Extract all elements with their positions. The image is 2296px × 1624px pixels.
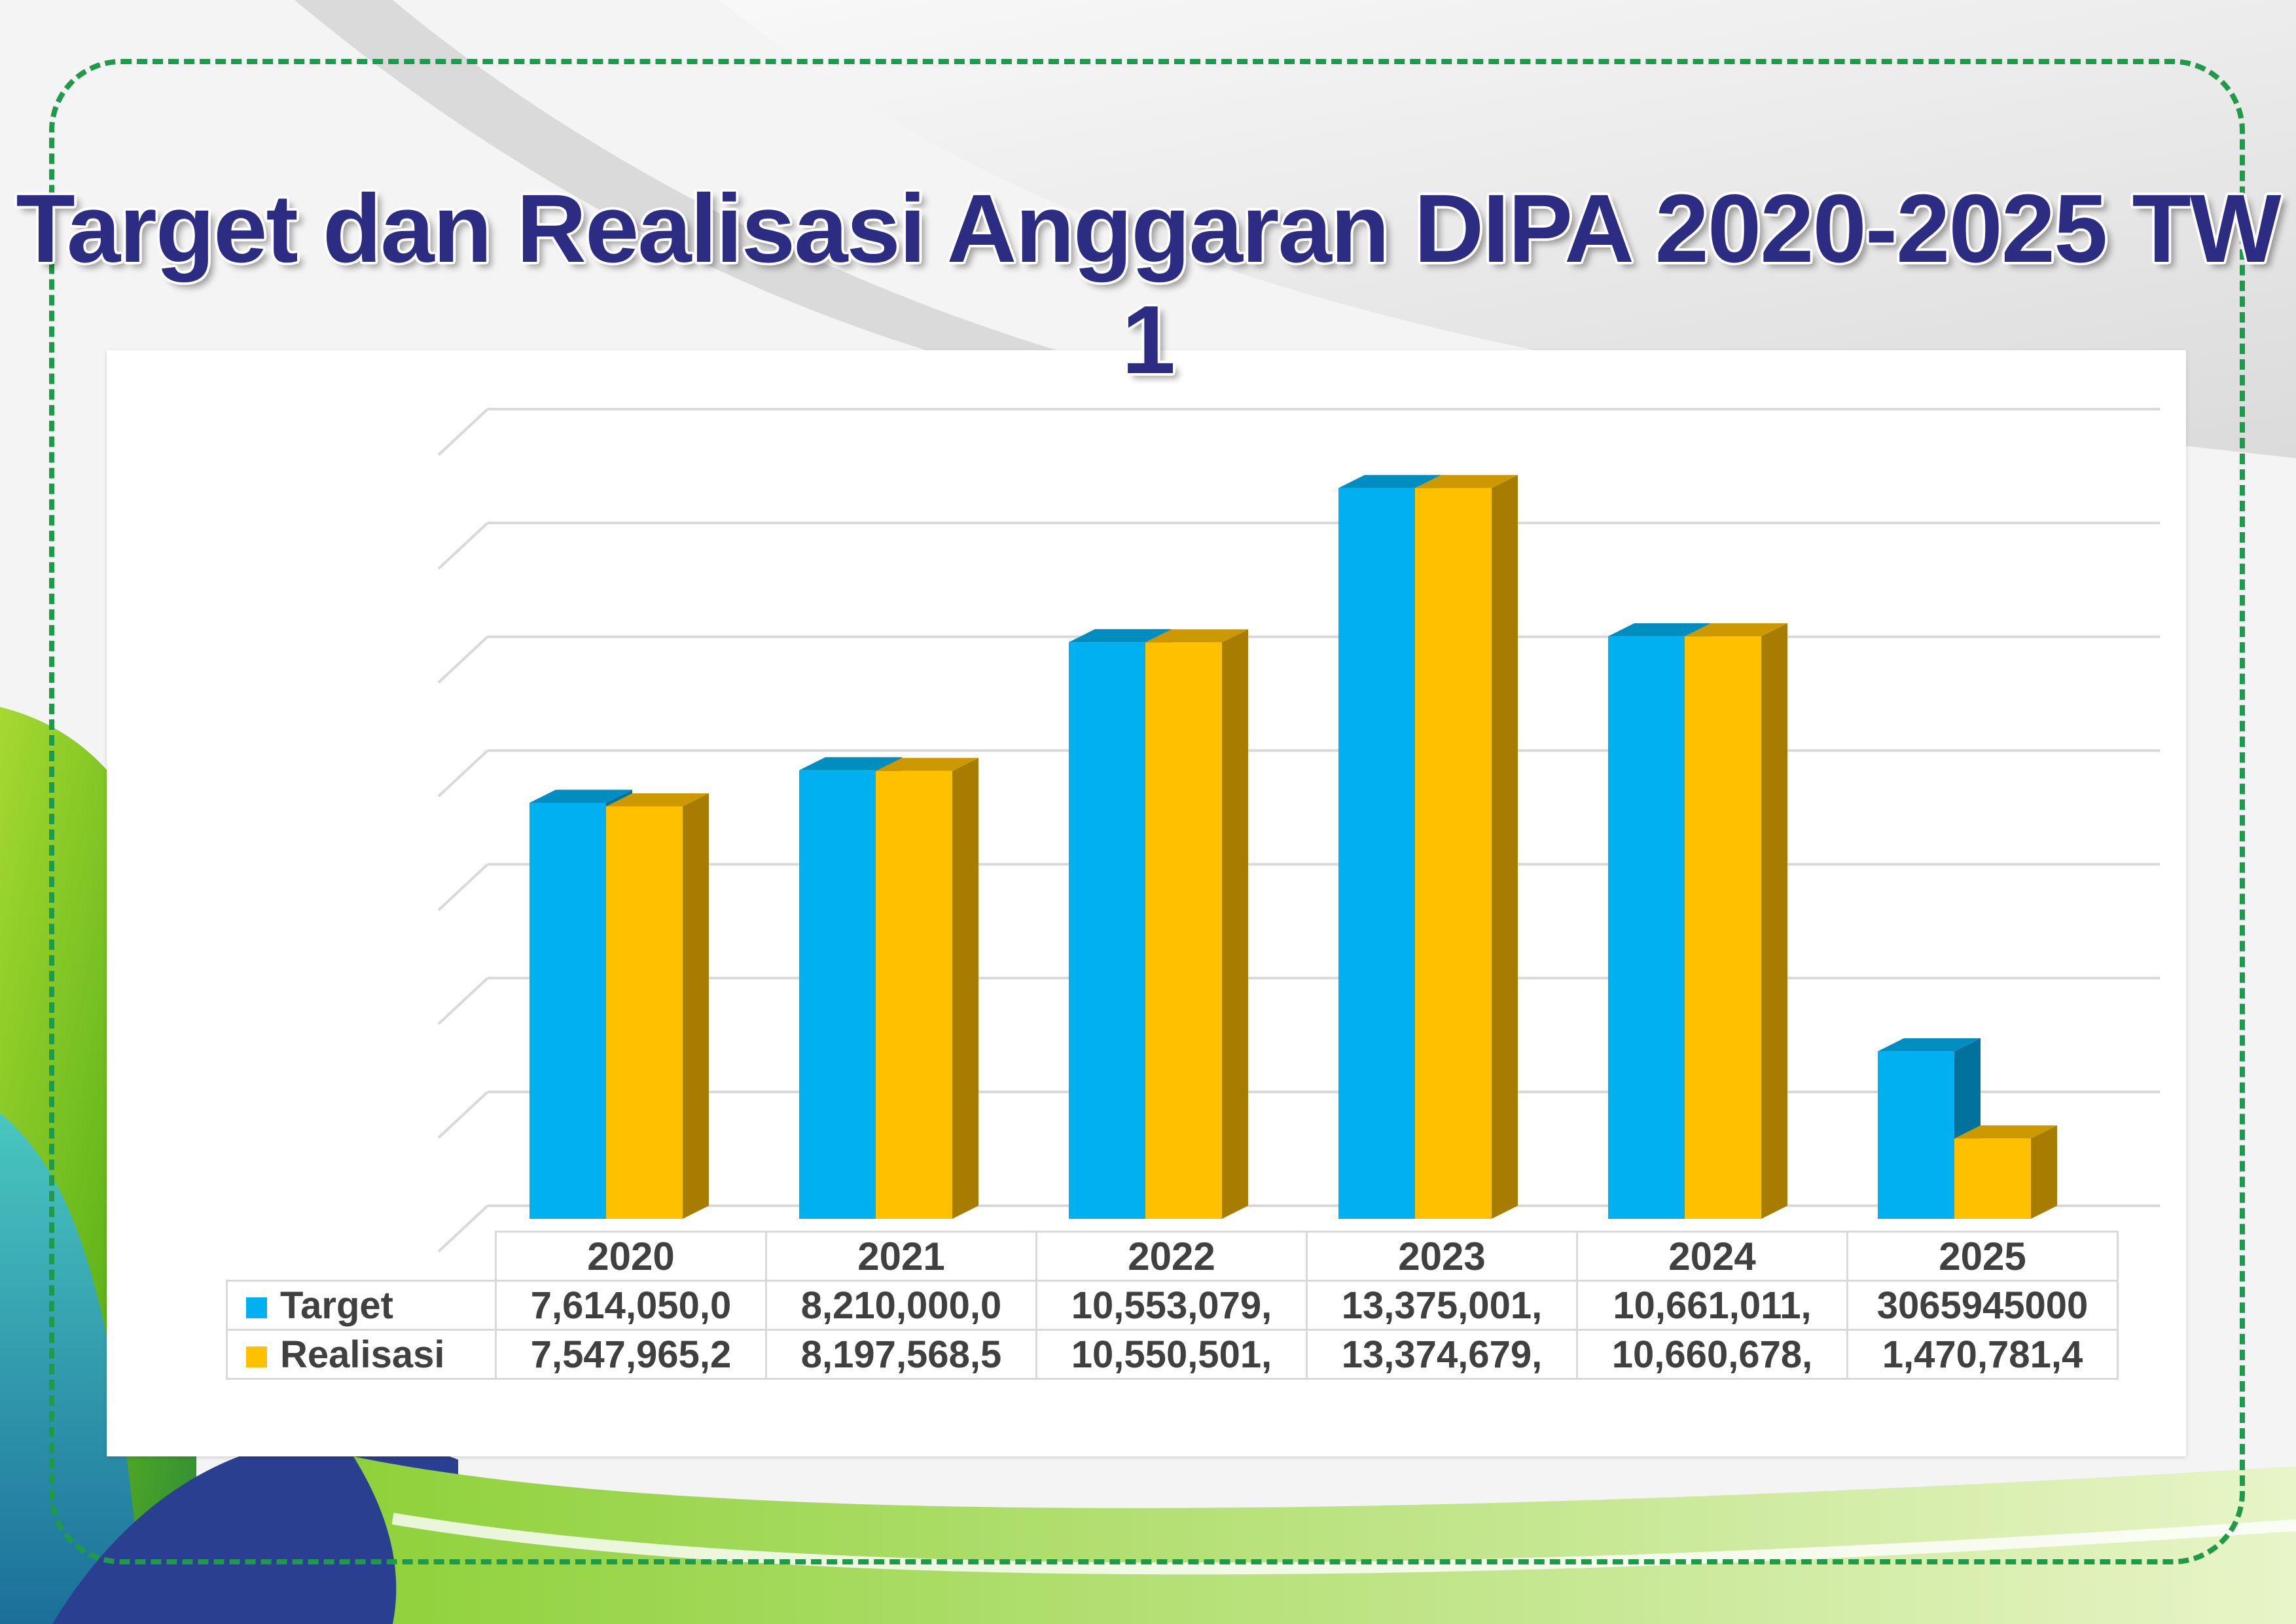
table-header-row: 2020 2021 2022 2023 2024 2025 [226, 1231, 2119, 1282]
table-cell: 3065945000 [1846, 1280, 2119, 1331]
bar-target-2020 [529, 803, 606, 1219]
year-header: 2022 [1035, 1231, 1308, 1282]
dashed-frame [49, 59, 2245, 1564]
bar-top-realisasi-2020 [606, 793, 709, 806]
gridline-slant [437, 636, 489, 684]
data-table: 2020 2021 2022 2023 2024 2025 Target 7,6… [226, 1231, 2119, 1380]
bar-side-realisasi-2023 [1492, 475, 1518, 1219]
legend-target-label: Target [280, 1284, 393, 1327]
gridline-slant [437, 863, 489, 911]
gridline-slant [437, 1091, 489, 1139]
bar-top-target-2020 [529, 789, 632, 803]
bar-target-2024 [1608, 636, 1685, 1219]
bar-side-realisasi-2021 [952, 757, 978, 1219]
bar-top-realisasi-2021 [876, 757, 978, 771]
bar-realisasi-2021 [876, 770, 952, 1219]
year-header: 2024 [1576, 1231, 1848, 1282]
legend-realisasi: Realisasi [226, 1329, 497, 1380]
bar-top-realisasi-2025 [1954, 1125, 2057, 1139]
table-cell: 13,374,679, [1306, 1329, 1578, 1380]
bar-side-realisasi-2020 [683, 793, 709, 1219]
year-header: 2020 [495, 1231, 767, 1282]
bar-realisasi-2020 [606, 806, 683, 1219]
bar-side-realisasi-2024 [1761, 623, 1787, 1219]
table-cell: 1,470,781,4 [1846, 1329, 2119, 1380]
table-cell: 7,614,050,0 [495, 1280, 767, 1331]
bar-top-realisasi-2023 [1415, 475, 1518, 488]
bar-top-realisasi-2022 [1145, 629, 1248, 643]
bar-realisasi-2023 [1415, 488, 1492, 1219]
bar-realisasi-2022 [1145, 642, 1222, 1219]
table-cell: 8,210,000,0 [765, 1280, 1037, 1331]
gridline-slant [437, 522, 489, 570]
table-row-target: Target 7,614,050,0 8,210,000,0 10,553,07… [226, 1280, 2119, 1331]
year-header: 2025 [1846, 1231, 2119, 1282]
gridline-slant [437, 977, 489, 1025]
bar-target-2022 [1069, 642, 1145, 1219]
table-cell: 10,661,011, [1576, 1280, 1848, 1331]
legend-target: Target [226, 1280, 497, 1331]
bar-target-2025 [1878, 1051, 1954, 1219]
table-cell: 10,660,678, [1576, 1329, 1848, 1380]
bar-top-target-2024 [1608, 623, 1711, 637]
bar-target-2023 [1338, 488, 1415, 1219]
bar-target-2021 [799, 770, 876, 1219]
bar-top-realisasi-2024 [1685, 623, 1787, 637]
bar-realisasi-2024 [1685, 636, 1761, 1219]
gridline-slant [437, 408, 489, 456]
table-cell: 10,553,079, [1035, 1280, 1308, 1331]
target-swatch [246, 1297, 267, 1319]
table-cell: 10,550,501, [1035, 1329, 1308, 1380]
legend-realisasi-label: Realisasi [280, 1333, 445, 1376]
bar-top-target-2021 [799, 757, 902, 770]
bar-side-realisasi-2022 [1222, 629, 1248, 1219]
table-cell: 13,375,001, [1306, 1280, 1578, 1331]
table-cell: 8,197,568,5 [765, 1329, 1037, 1380]
bar-top-target-2023 [1338, 475, 1441, 488]
gridline-slant [437, 749, 489, 798]
table-cell: 7,547,965,2 [495, 1329, 767, 1380]
table-row-realisasi: Realisasi 7,547,965,2 8,197,568,5 10,550… [226, 1329, 2119, 1380]
bar-top-target-2025 [1878, 1038, 1981, 1052]
year-header: 2023 [1306, 1231, 1578, 1282]
table-corner [226, 1231, 497, 1282]
bar-top-target-2022 [1069, 629, 1172, 643]
realisasi-swatch [246, 1346, 267, 1368]
bar-side-realisasi-2025 [2031, 1125, 2057, 1219]
year-header: 2021 [765, 1231, 1037, 1282]
page-title: Target dan Realisasi Anggaran DIPA 2020-… [16, 175, 2281, 394]
bar-realisasi-2025 [1954, 1138, 2031, 1219]
